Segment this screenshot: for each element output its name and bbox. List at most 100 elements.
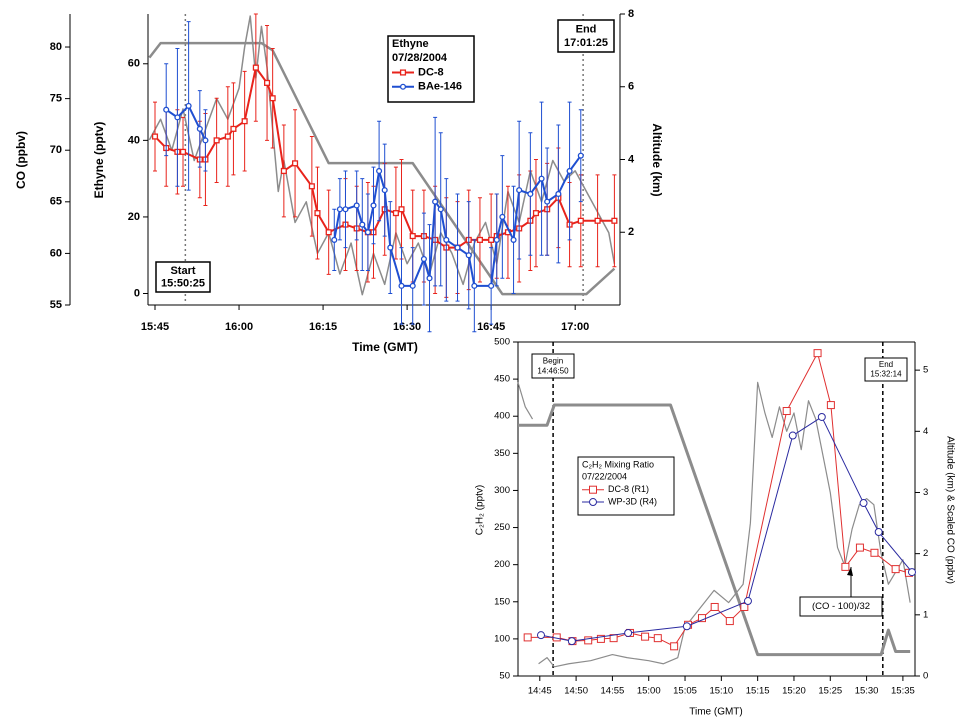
marker — [891, 565, 900, 574]
y2-tick-label: 8 — [628, 8, 634, 20]
marker — [841, 562, 850, 571]
marker — [443, 236, 450, 243]
x-tick-label: 16:00 — [225, 321, 253, 333]
y-tick-label: 60 — [128, 58, 140, 70]
annotation-box — [864, 357, 908, 382]
x-tick-label: 15:25 — [818, 686, 842, 697]
x-axis-label: Time (GMT) — [352, 340, 418, 354]
marker — [179, 148, 187, 155]
marker — [471, 282, 478, 289]
x-tick-label: 14:45 — [528, 686, 552, 697]
marker — [151, 133, 159, 140]
marker — [641, 632, 650, 641]
marker — [855, 543, 864, 552]
marker — [516, 187, 523, 194]
marker — [589, 498, 597, 507]
marker — [465, 252, 472, 259]
marker — [538, 175, 545, 182]
marker — [813, 349, 822, 358]
x-tick-label: 15:20 — [782, 686, 806, 697]
x-tick-label: 14:50 — [564, 686, 588, 697]
marker — [782, 407, 791, 416]
y-tick-label: 40 — [128, 134, 140, 146]
series-line — [148, 41, 616, 296]
marker — [788, 431, 797, 440]
marker — [202, 137, 209, 144]
marker — [544, 198, 551, 205]
marker — [314, 210, 321, 217]
marker — [409, 282, 416, 289]
y3-tick-label: 70 — [50, 144, 62, 156]
marker — [596, 634, 605, 643]
y3-axis-label: CO (ppbv) — [14, 131, 28, 189]
note-box — [799, 596, 883, 617]
marker — [163, 106, 170, 113]
marker — [527, 190, 534, 198]
marker — [399, 83, 407, 90]
chart: 0 20 40 60 2 4 6 8 55 60 65 70 75 80 15:45 16:00 16:15 16… — [14, 8, 664, 354]
note-text: (CO - 100)/32 — [812, 601, 870, 612]
marker — [399, 69, 407, 76]
legend-date: 07/28/2004 — [392, 52, 448, 64]
marker — [488, 282, 495, 289]
series-line — [148, 15, 616, 296]
marker — [292, 160, 299, 167]
y3-tick-label: 80 — [50, 41, 62, 53]
marker — [381, 187, 388, 194]
marker — [740, 602, 749, 611]
marker — [499, 213, 506, 220]
marker — [555, 190, 562, 198]
y-tick-label: 0 — [134, 287, 140, 299]
marker — [398, 282, 405, 289]
annotation-time: 14:46:50 — [537, 366, 569, 375]
y3-tick-label: 60 — [50, 247, 62, 259]
y-tick-label: 100 — [494, 633, 510, 644]
marker — [874, 528, 883, 537]
x-tick-label: 14:55 — [601, 686, 625, 697]
y-tick-label: 50 — [499, 671, 510, 682]
marker — [870, 548, 879, 557]
marker — [743, 597, 752, 606]
marker — [437, 206, 444, 213]
x-tick-label: 15:05 — [673, 686, 697, 697]
marker — [241, 118, 248, 125]
x-tick-label: 15:00 — [637, 686, 661, 697]
marker — [653, 634, 662, 643]
legend-title: Ethyne — [392, 38, 429, 50]
annotation-time: 15:50:25 — [161, 278, 205, 290]
y2-tick-label: 0 — [923, 671, 928, 682]
marker — [196, 125, 203, 132]
y2-tick-label: 5 — [923, 365, 928, 376]
marker — [488, 236, 495, 243]
marker — [725, 617, 734, 626]
y-axis-label: Ethyne (pptv) — [92, 122, 106, 199]
y2-axis-label: Altitude (km) & Scaled CO (ppbv) — [944, 436, 955, 584]
annotation-label: Begin — [543, 356, 563, 365]
x-tick-label: 16:30 — [393, 321, 421, 333]
x-axis-label: Time (GMT) — [689, 707, 743, 718]
annotation-box — [557, 19, 615, 53]
annotation-time: 17:01:25 — [564, 37, 608, 49]
marker — [420, 256, 427, 263]
marker — [577, 152, 584, 159]
legend-entry: DC-8 — [418, 66, 444, 78]
marker — [611, 217, 618, 224]
x-tick-label: 15:30 — [855, 686, 879, 697]
marker — [594, 217, 601, 224]
marker — [566, 167, 573, 175]
marker — [392, 210, 399, 217]
y-tick-label: 150 — [494, 596, 510, 607]
marker — [336, 206, 343, 213]
x-tick-label: 15:45 — [141, 321, 169, 333]
y-tick-label: 350 — [494, 448, 510, 459]
marker — [432, 198, 439, 205]
marker — [213, 137, 220, 144]
note-arrowhead — [847, 567, 853, 576]
y2-tick-label: 3 — [923, 487, 928, 498]
marker — [398, 206, 405, 213]
marker — [670, 642, 679, 651]
y2-tick-label: 4 — [628, 153, 635, 165]
marker — [269, 95, 276, 102]
annotation-label: Start — [170, 265, 195, 277]
